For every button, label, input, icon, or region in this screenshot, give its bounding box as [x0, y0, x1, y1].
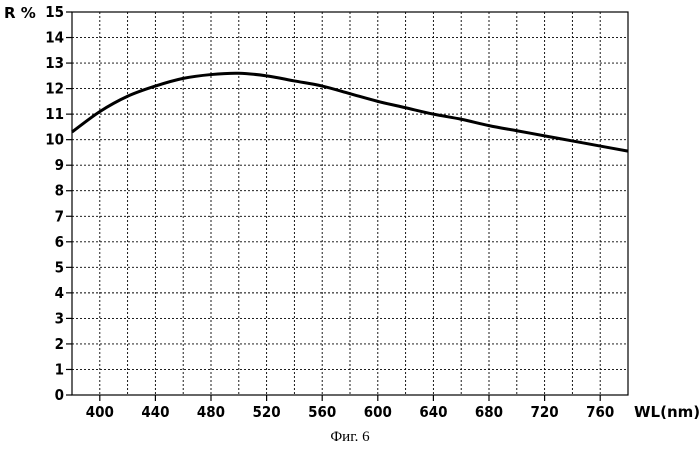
- y-tick-label: 13: [45, 54, 64, 72]
- x-tick-label: 560: [308, 403, 336, 421]
- x-tick-label: 600: [364, 403, 392, 421]
- x-tick-label: 440: [141, 403, 169, 421]
- y-tick-label: 1: [55, 360, 64, 378]
- figure-caption: Фиг. 6: [330, 429, 370, 445]
- y-tick-label: 6: [55, 233, 64, 251]
- y-tick-label: 15: [45, 3, 64, 21]
- x-tick-labels: 400 440 480 520 560 600 640 680 720 760: [86, 403, 615, 421]
- y-tick-label: 10: [45, 131, 64, 149]
- y-tick-labels: 0123456789101112131415: [45, 3, 64, 404]
- y-tick-label: 0: [55, 386, 64, 404]
- x-axis-label: WL(nm): [634, 403, 700, 421]
- x-tick-label: 720: [531, 403, 559, 421]
- grid: [72, 12, 628, 395]
- y-tick-label: 9: [55, 156, 64, 174]
- y-tick-label: 2: [55, 335, 64, 353]
- y-tick-label: 12: [45, 80, 64, 98]
- y-tick-label: 7: [55, 207, 64, 225]
- y-tick-label: 3: [55, 309, 64, 327]
- y-tick-label: 14: [45, 29, 64, 47]
- x-tick-label: 400: [86, 403, 114, 421]
- x-tick-label: 640: [419, 403, 447, 421]
- y-tick-label: 11: [45, 105, 64, 123]
- x-tick-label: 520: [253, 403, 281, 421]
- y-axis-label: R %: [4, 4, 36, 22]
- tick-marks: [66, 12, 600, 401]
- y-tick-label: 8: [55, 182, 64, 200]
- y-tick-label: 5: [55, 258, 64, 276]
- x-tick-label: 760: [586, 403, 614, 421]
- x-tick-label: 480: [197, 403, 225, 421]
- y-tick-label: 4: [55, 284, 64, 302]
- x-tick-label: 680: [475, 403, 503, 421]
